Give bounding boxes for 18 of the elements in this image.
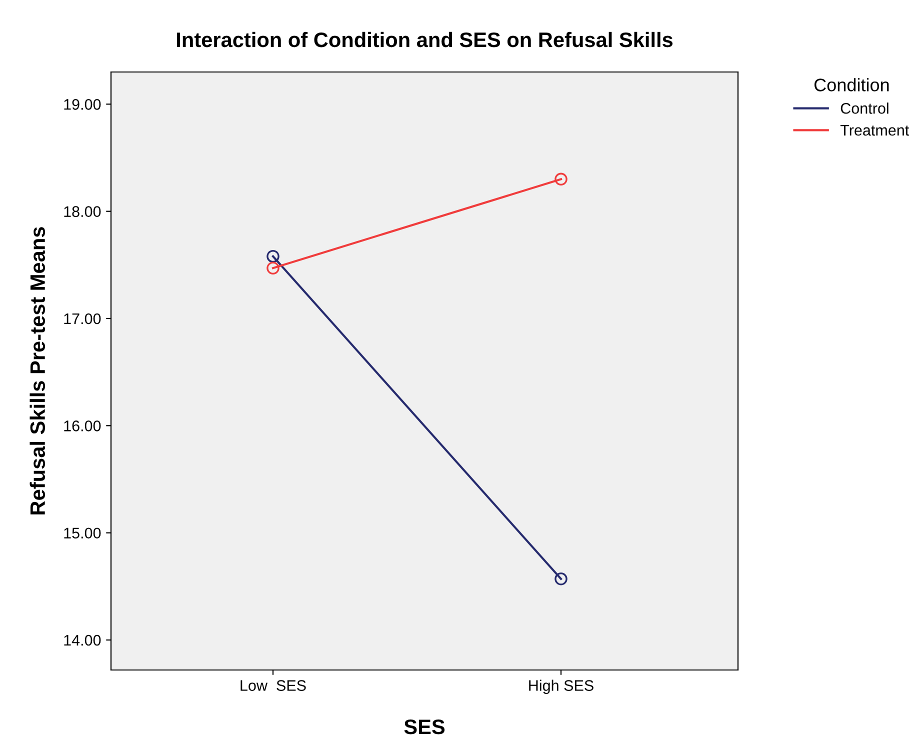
x-tick-label: High SES bbox=[529, 680, 594, 694]
point bbox=[554, 572, 568, 586]
legend-label: Control bbox=[840, 102, 888, 114]
chart-title: Interaction of Condition and SES on Refusal Skills bbox=[177, 32, 673, 48]
x-tick-label: Low SES bbox=[240, 680, 306, 691]
x-axis-title: SES bbox=[404, 720, 445, 734]
y-axis-title: Refusal Skills Pre-test Means bbox=[30, 227, 46, 514]
y-tick-label: 18.00 bbox=[64, 206, 101, 218]
point bbox=[266, 262, 280, 275]
legend-label: Treatment bbox=[840, 125, 910, 136]
legend-title: Condition bbox=[814, 78, 889, 92]
y-tick-label: 19.00 bbox=[64, 99, 101, 110]
point bbox=[554, 172, 568, 186]
y-tick-label: 14.00 bbox=[64, 634, 101, 646]
point bbox=[266, 250, 280, 263]
y-tick-label: 17.00 bbox=[64, 313, 101, 324]
y-tick-label: 15.00 bbox=[64, 528, 101, 539]
y-tick-label: 16.00 bbox=[64, 420, 101, 432]
